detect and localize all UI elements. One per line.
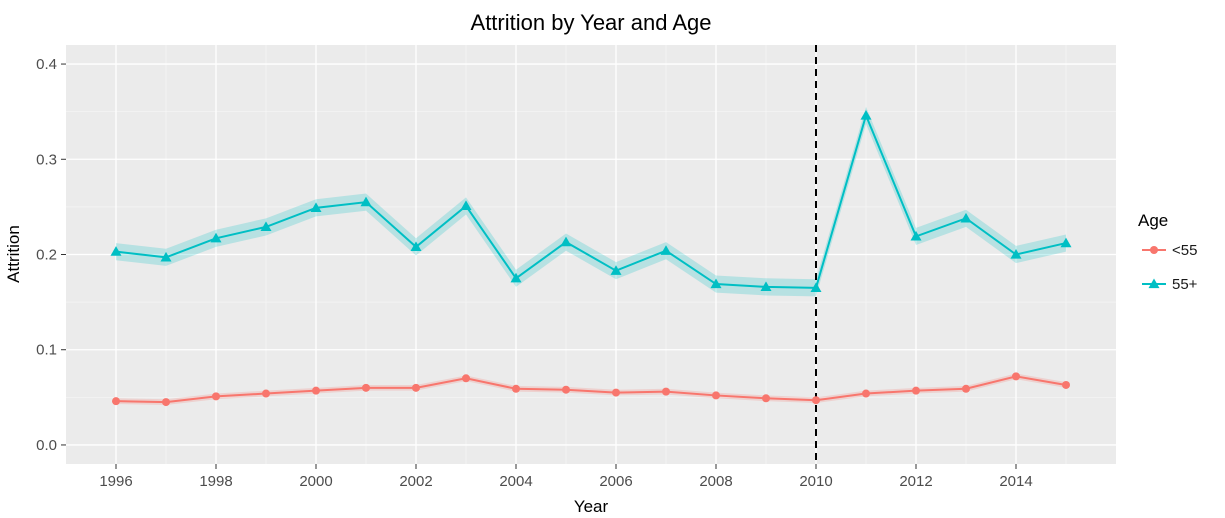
legend-key-marker [1150,246,1158,254]
x-tick-label: 1996 [99,473,132,490]
data-point-0 [662,387,670,396]
data-point-1 [760,281,772,292]
data-point-1 [310,202,322,212]
data-point-0 [1012,372,1020,381]
y-tick-label: 0.0 [36,437,57,454]
data-point-1 [410,241,422,252]
data-point-0 [712,391,720,400]
data-point-0 [212,392,220,401]
data-point-0 [162,398,170,407]
legend: Age <55 55+ [1138,211,1198,293]
legend-entry-label: 55+ [1172,276,1198,293]
data-point-0 [412,383,420,392]
chart-title: Attrition by Year and Age [471,10,712,35]
data-point-1 [810,282,822,292]
data-point-0 [562,385,570,394]
x-tick-label: 2012 [899,473,932,490]
y-axis-title: Attrition [4,225,23,283]
data-point-1 [510,272,522,283]
data-point-0 [962,384,970,393]
data-point-1 [660,245,672,255]
y-tick-label: 0.4 [36,56,57,73]
data-point-1 [960,212,972,223]
data-point-0 [1062,380,1070,389]
series-line-0 [115,375,1067,404]
data-point-0 [312,386,320,395]
confidence-band-0 [116,373,1066,405]
y-axis-ticks: 0.0 0.1 0.2 0.3 0.4 [36,56,66,454]
x-axis-ticks: 1996 1998 2000 2002 2004 2006 2008 2010 2012 2014 [99,464,1033,490]
data-point-1 [110,246,122,256]
data-point-0 [612,388,620,397]
legend-entry-label: <55 [1172,242,1197,259]
y-tick-label: 0.3 [36,151,57,168]
data-point-0 [762,394,770,403]
x-tick-label: 2010 [799,473,832,490]
data-point-1 [860,109,872,120]
y-tick-label: 0.2 [36,247,57,264]
confidence-bands [116,106,1066,405]
data-point-0 [862,389,870,398]
series-markers [110,109,1072,407]
data-point-1 [360,196,372,207]
data-point-1 [910,230,922,241]
y-tick-label: 0.1 [36,342,57,359]
x-tick-label: 2006 [599,473,632,490]
data-point-1 [160,251,172,262]
data-point-0 [362,383,370,392]
series-line-1 [115,112,1067,289]
data-point-0 [812,396,820,405]
data-point-1 [560,236,572,247]
data-point-1 [1060,237,1072,248]
data-point-0 [912,386,920,395]
data-point-1 [1010,249,1022,259]
x-tick-label: 2002 [399,473,432,490]
data-point-1 [710,278,722,289]
data-point-0 [112,397,120,406]
series-lines [115,112,1067,404]
x-tick-label: 2004 [499,473,532,490]
data-point-1 [210,232,222,243]
data-point-1 [610,265,622,275]
legend-title: Age [1138,211,1168,230]
x-tick-label: 2014 [999,473,1032,490]
x-tick-label: 2000 [299,473,332,490]
data-point-0 [512,384,520,393]
data-point-1 [460,200,472,211]
data-point-1 [260,221,272,232]
x-tick-label: 2008 [699,473,732,490]
data-point-0 [462,374,470,383]
data-point-0 [262,389,270,398]
legend-key-marker [1148,278,1160,289]
x-tick-label: 1998 [199,473,232,490]
x-axis-title: Year [574,497,609,516]
confidence-band-1 [116,106,1066,297]
